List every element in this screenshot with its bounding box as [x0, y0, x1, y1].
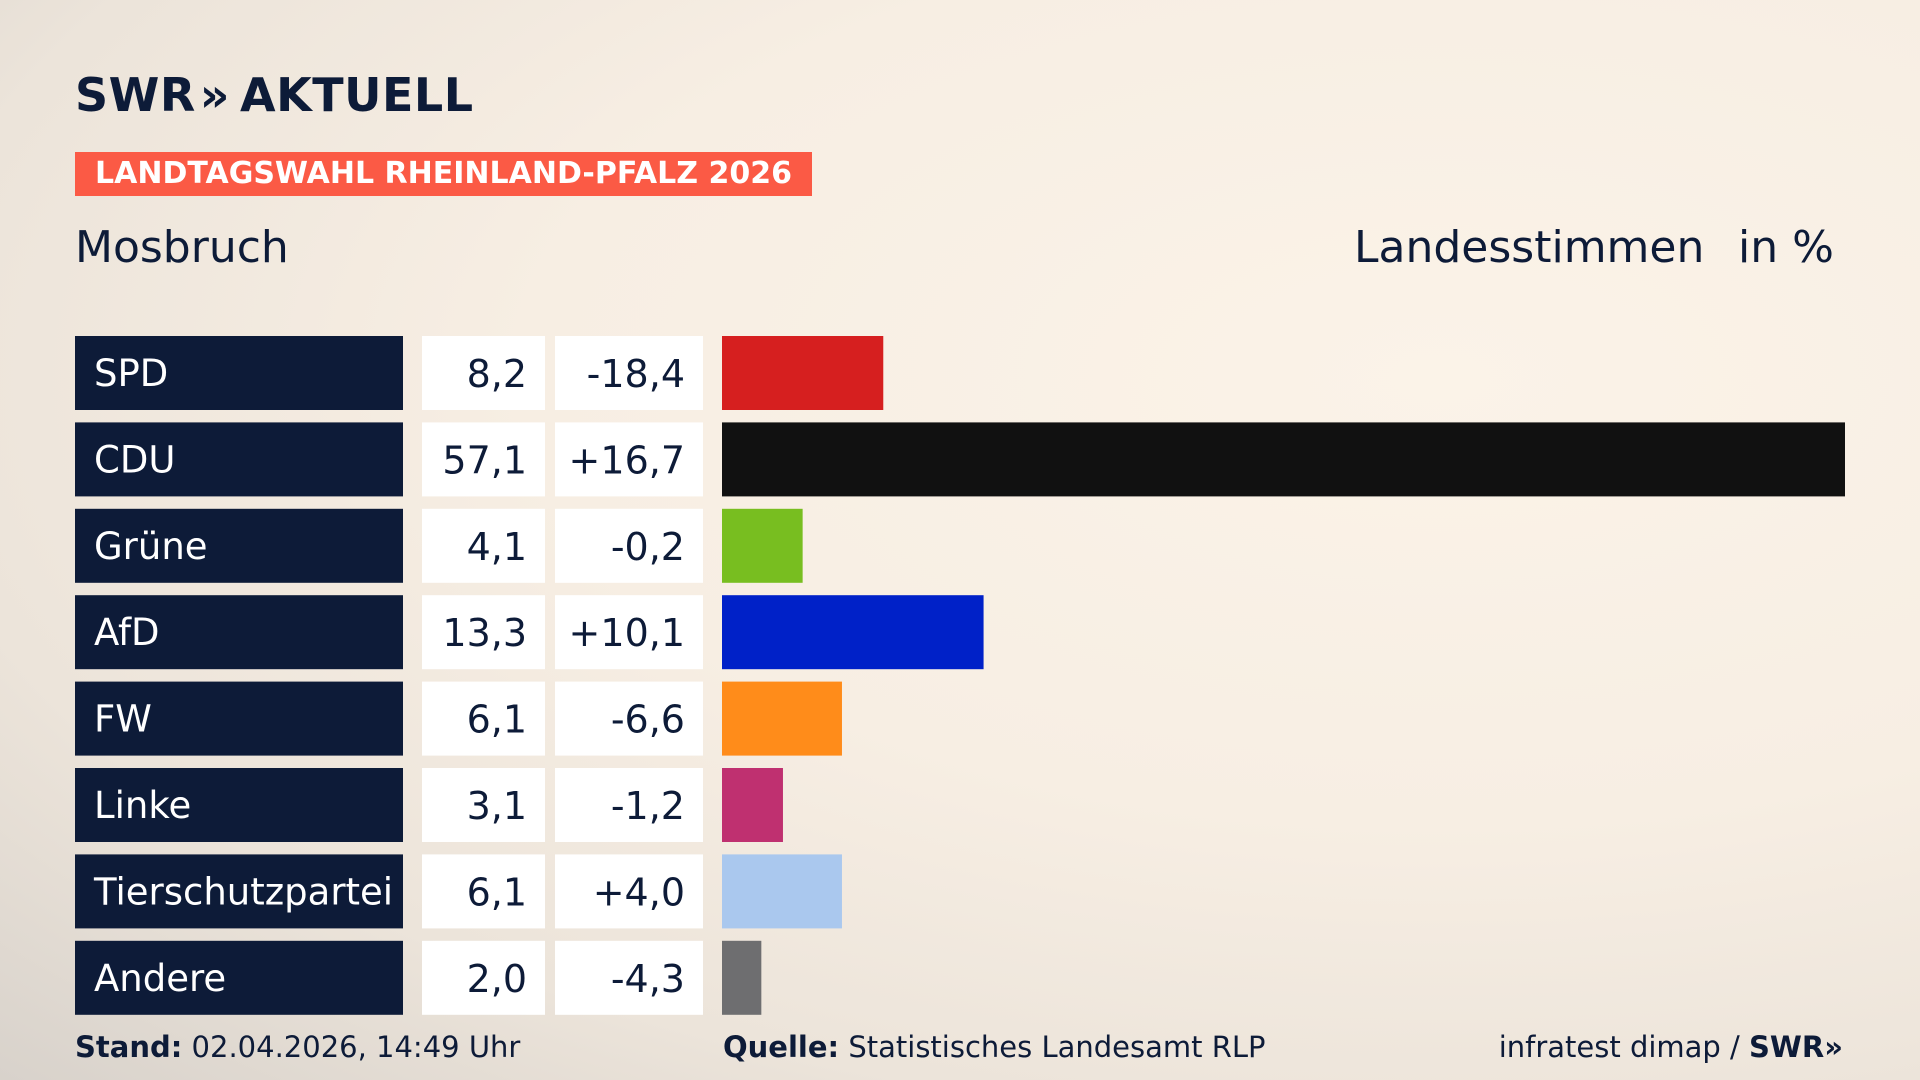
change-label: -18,4	[587, 352, 685, 396]
party-label: Linke	[94, 784, 191, 827]
change-cell	[555, 595, 703, 670]
party-label-box	[75, 508, 403, 583]
value-cell	[422, 940, 545, 1015]
value-cell	[422, 422, 545, 497]
brand-arrows-icon: »	[199, 68, 231, 122]
footer-stand: Stand: 02.04.2026, 14:49 Uhr	[75, 1030, 520, 1064]
footer-source: Quelle: Statistisches Landesamt RLP	[723, 1030, 1266, 1064]
stand-label: Stand:	[75, 1030, 183, 1064]
change-label: +10,1	[569, 611, 685, 655]
change-cell	[555, 508, 703, 583]
credit-brand: SWR»	[1749, 1030, 1843, 1064]
value-label: 4,1	[467, 525, 527, 569]
election-badge: LANDTAGSWAHL RHEINLAND-PFALZ 2026	[75, 152, 812, 196]
party-label: CDU	[94, 438, 175, 481]
party-label-box	[75, 681, 403, 756]
brand-swr: SWR	[75, 68, 196, 122]
unit-label: in %	[1738, 222, 1834, 273]
bar-cdu	[722, 422, 1845, 497]
value-cell	[422, 336, 545, 410]
party-label-box	[75, 422, 403, 497]
value-label: 57,1	[442, 438, 527, 482]
value-cell	[422, 768, 545, 842]
bar-andere	[722, 940, 762, 1015]
change-label: -4,3	[611, 957, 685, 1001]
party-label: Tierschutzpartei	[93, 870, 393, 913]
change-cell	[555, 422, 703, 497]
party-label: Andere	[94, 957, 226, 1000]
bar-tierschutzpartei	[722, 854, 842, 929]
bar-spd	[722, 336, 884, 410]
change-cell	[555, 336, 703, 410]
source-label: Quelle:	[723, 1030, 840, 1064]
change-cell	[555, 768, 703, 842]
change-cell	[555, 854, 703, 929]
party-label: Grüne	[94, 525, 208, 568]
change-label: -0,2	[611, 525, 685, 569]
bar-grüne	[722, 508, 803, 583]
bar-afd	[722, 595, 984, 670]
value-cell	[422, 508, 545, 583]
party-label-box	[75, 336, 403, 410]
value-label: 2,0	[467, 957, 527, 1001]
value-cell	[422, 854, 545, 929]
party-label-box	[75, 940, 403, 1015]
measure-label: Landesstimmen	[1354, 222, 1705, 273]
change-label: -1,2	[611, 784, 685, 828]
change-cell	[555, 681, 703, 756]
footer-credit: infratest dimap / SWR»	[1499, 1030, 1843, 1064]
party-label: FW	[94, 698, 152, 741]
bar-fw	[722, 681, 842, 756]
party-label: SPD	[94, 352, 168, 395]
value-cell	[422, 681, 545, 756]
value-label: 6,1	[467, 870, 527, 914]
party-label-box	[75, 595, 403, 670]
swr-aktuell-logo: SWR» AKTUELL	[75, 68, 474, 122]
stand-value: 02.04.2026, 14:49 Uhr	[191, 1030, 521, 1064]
change-label: +16,7	[569, 438, 685, 482]
region-title: Mosbruch	[75, 222, 289, 273]
credit-text: infratest dimap /	[1498, 1030, 1740, 1064]
source-value: Statistisches Landesamt RLP	[848, 1030, 1266, 1064]
party-label-box	[75, 768, 403, 842]
bar-linke	[722, 768, 783, 842]
change-label: -6,6	[611, 698, 685, 742]
value-label: 13,3	[442, 611, 527, 655]
value-label: 8,2	[467, 352, 527, 396]
value-label: 3,1	[467, 784, 527, 828]
party-label: AfD	[94, 611, 160, 654]
change-cell	[555, 940, 703, 1015]
change-label: +4,0	[593, 870, 685, 914]
value-cell	[422, 595, 545, 670]
party-label-box	[75, 854, 403, 929]
value-label: 6,1	[467, 698, 527, 742]
brand-aktuell: AKTUELL	[240, 68, 474, 122]
